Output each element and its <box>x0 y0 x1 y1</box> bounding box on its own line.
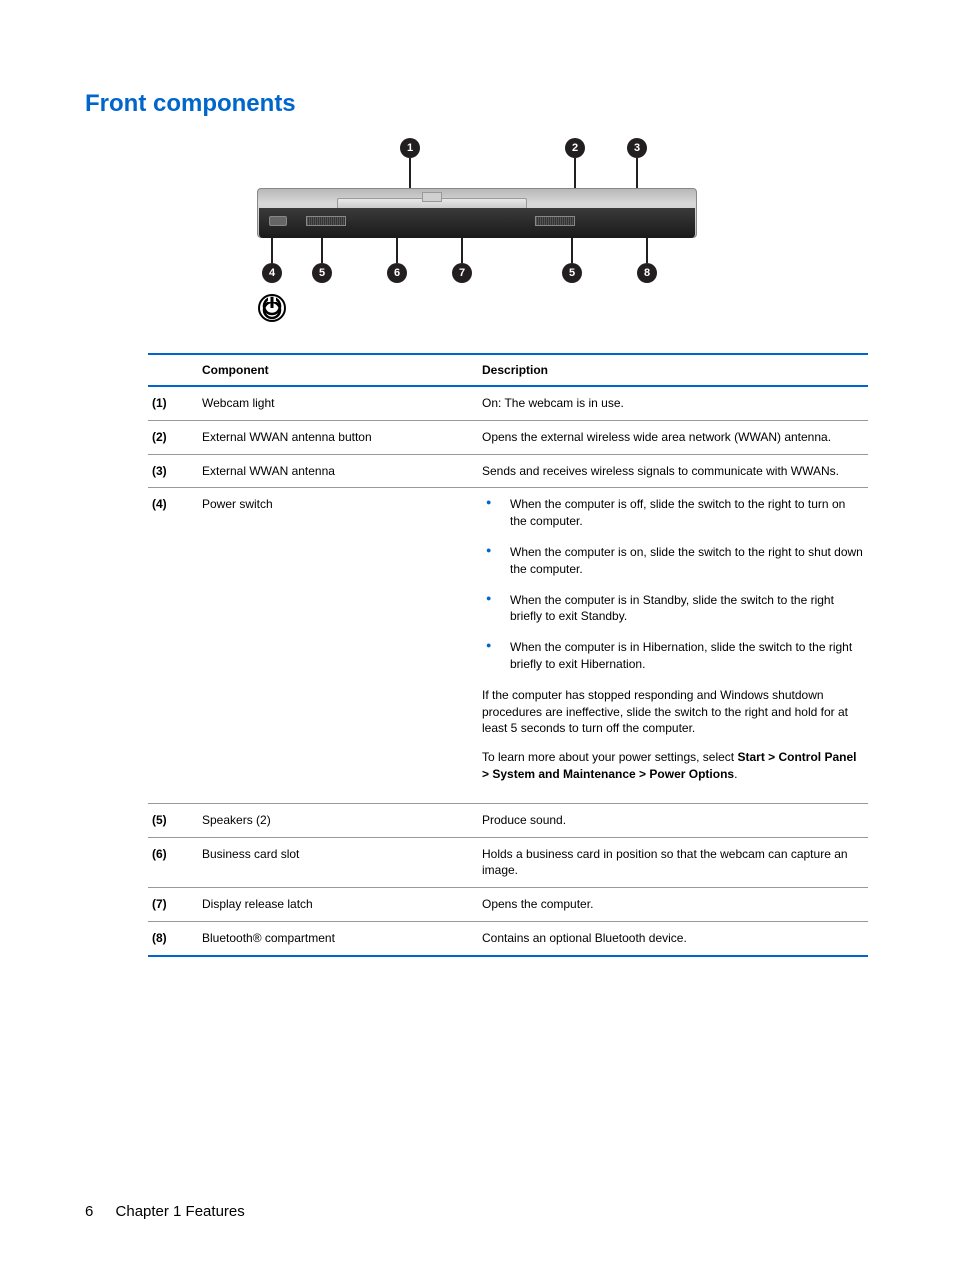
row-component: Business card slot <box>198 837 478 888</box>
callout-circle: 8 <box>637 263 657 283</box>
table-row: (3)External WWAN antennaSends and receiv… <box>148 454 868 488</box>
table-row: (6)Business card slotHolds a business ca… <box>148 837 868 888</box>
row-number: (8) <box>148 921 198 955</box>
table-row: (4)Power switchWhen the computer is off,… <box>148 488 868 803</box>
text-segment: . <box>734 767 737 781</box>
callout-circle: 4 <box>262 263 282 283</box>
callout-circle: 5 <box>562 263 582 283</box>
text-segment: If the computer has stopped responding a… <box>482 688 848 736</box>
callout-circle: 6 <box>387 263 407 283</box>
row-number: (1) <box>148 386 198 420</box>
row-component: Bluetooth® compartment <box>198 921 478 955</box>
row-component: External WWAN antenna button <box>198 420 478 454</box>
row-number: (4) <box>148 488 198 803</box>
page-number: 6 <box>85 1203 93 1220</box>
callout-line <box>271 238 273 263</box>
description-paragraph: If the computer has stopped responding a… <box>482 687 864 737</box>
description-bullet: When the computer is in Hibernation, sli… <box>482 639 864 673</box>
power-switch-shape <box>269 216 287 226</box>
components-table: Component Description (1)Webcam lightOn:… <box>148 353 868 957</box>
page-footer: 6 Chapter 1 Features <box>85 1203 245 1220</box>
callout-line <box>636 158 638 188</box>
latch-center <box>422 192 442 202</box>
row-description: Opens the computer. <box>478 888 868 922</box>
text-segment: To learn more about your power settings,… <box>482 750 737 764</box>
row-component: Webcam light <box>198 386 478 420</box>
callout-circle: 3 <box>627 138 647 158</box>
speaker-grill <box>535 216 575 226</box>
section-heading: Front components <box>85 90 869 118</box>
row-description: Sends and receives wireless signals to c… <box>478 454 868 488</box>
callout-line <box>321 238 323 263</box>
header-component: Component <box>198 354 478 386</box>
row-component: Power switch <box>198 488 478 803</box>
row-description: When the computer is off, slide the swit… <box>478 488 868 803</box>
row-description: On: The webcam is in use. <box>478 386 868 420</box>
chapter-label: Chapter 1 Features <box>116 1203 245 1220</box>
row-description: Opens the external wireless wide area ne… <box>478 420 868 454</box>
callout-line <box>461 238 463 263</box>
power-icon <box>257 293 287 323</box>
callout-line <box>574 158 576 188</box>
row-number: (2) <box>148 420 198 454</box>
description-list: When the computer is off, slide the swit… <box>482 496 864 672</box>
laptop-front-diagram: 1 2 3 4 5 6 7 5 8 <box>247 138 707 338</box>
header-description: Description <box>478 354 868 386</box>
row-number: (5) <box>148 803 198 837</box>
description-bullet: When the computer is off, slide the swit… <box>482 496 864 530</box>
callout-circle: 1 <box>400 138 420 158</box>
header-blank <box>148 354 198 386</box>
diagram-container: 1 2 3 4 5 6 7 5 8 <box>85 138 869 338</box>
callout-line <box>409 158 411 188</box>
row-component: Speakers (2) <box>198 803 478 837</box>
callout-circle: 5 <box>312 263 332 283</box>
table-row: (1)Webcam lightOn: The webcam is in use. <box>148 386 868 420</box>
callout-line <box>571 238 573 263</box>
description-paragraph: To learn more about your power settings,… <box>482 749 864 783</box>
row-description: Contains an optional Bluetooth device. <box>478 921 868 955</box>
row-number: (3) <box>148 454 198 488</box>
row-description: Produce sound. <box>478 803 868 837</box>
row-number: (7) <box>148 888 198 922</box>
row-component: Display release latch <box>198 888 478 922</box>
callout-line <box>646 238 648 263</box>
description-bullet: When the computer is on, slide the switc… <box>482 544 864 578</box>
row-number: (6) <box>148 837 198 888</box>
callout-circle: 7 <box>452 263 472 283</box>
callout-circle: 2 <box>565 138 585 158</box>
row-component: External WWAN antenna <box>198 454 478 488</box>
table-header-row: Component Description <box>148 354 868 386</box>
row-description: Holds a business card in position so tha… <box>478 837 868 888</box>
callout-line <box>396 238 398 263</box>
description-bullet: When the computer is in Standby, slide t… <box>482 592 864 626</box>
table-row: (8)Bluetooth® compartmentContains an opt… <box>148 921 868 955</box>
speaker-grill <box>306 216 346 226</box>
table-row: (7)Display release latchOpens the comput… <box>148 888 868 922</box>
table-row: (5)Speakers (2)Produce sound. <box>148 803 868 837</box>
table-row: (2)External WWAN antenna buttonOpens the… <box>148 420 868 454</box>
